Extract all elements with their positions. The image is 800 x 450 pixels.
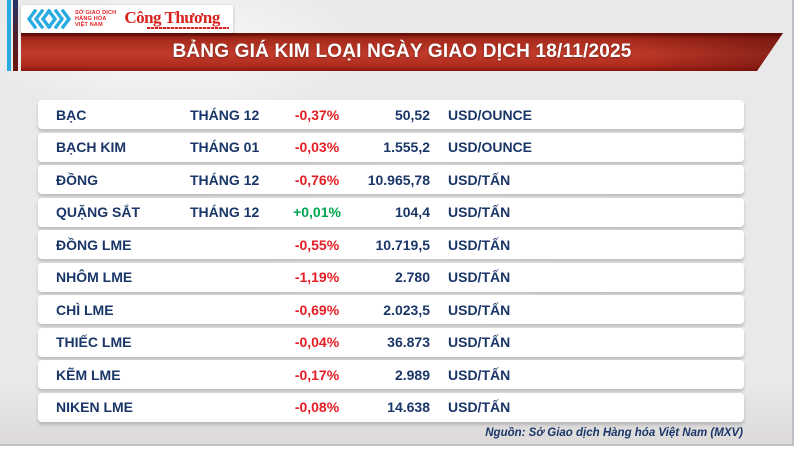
- title-banner: BẢNG GIÁ KIM LOẠI NGÀY GIAO DỊCH 18/11/2…: [21, 33, 783, 71]
- commodity-name-cell: BẠC: [56, 106, 87, 123]
- unit-cell: USD/TẤN: [448, 301, 511, 318]
- price-cell: 104,4: [394, 204, 430, 220]
- commodity-name-cell: BẠCH KIM: [56, 139, 126, 155]
- unit-cell: USD/OUNCE: [448, 106, 533, 123]
- mxv-logo-icon: [27, 9, 71, 29]
- accent-stripe-dark: [13, 0, 18, 71]
- change-percent-cell: -0,76%: [294, 171, 340, 188]
- change-percent-cell: -1,19%: [294, 269, 340, 285]
- accent-stripe-cyan: [7, 0, 11, 71]
- table-row: CHÌ LME -0,69% 2.023,5 USD/TẤN: [38, 295, 744, 324]
- change-percent-cell: -0,17%: [294, 366, 340, 383]
- mxv-logo-line: VIỆT NAM: [75, 22, 103, 28]
- commodity-name-cell: QUẶNG SẮT: [56, 204, 140, 220]
- price-cell: 2.780: [394, 269, 430, 285]
- congthuong-logo: Công Thương: [124, 8, 220, 27]
- contract-month-cell: THÁNG 12: [190, 204, 260, 220]
- unit-cell: USD/TẤN: [448, 204, 511, 220]
- unit-cell: USD/TẤN: [448, 269, 511, 285]
- table-row: BẠC THÁNG 12 -0,37% 50,52 USD/OUNCE: [38, 100, 744, 129]
- table-row: ĐỒNG THÁNG 12 -0,76% 10.965,78 USD/TẤN: [38, 165, 744, 194]
- table-row: THIẾC LME -0,04% 36.873 USD/TẤN: [38, 327, 744, 357]
- change-percent-cell: -0,37%: [294, 106, 340, 123]
- change-percent-cell: -0,08%: [294, 399, 340, 415]
- commodity-name-cell: NHÔM LME: [56, 269, 133, 285]
- price-cell: 50,52: [394, 106, 430, 123]
- unit-cell: USD/OUNCE: [448, 139, 533, 155]
- price-cell: 10.965,78: [367, 171, 430, 188]
- unit-cell: USD/TẤN: [448, 334, 511, 350]
- change-percent-cell: -0,03%: [294, 139, 340, 155]
- price-cell: 10.719,5: [375, 236, 431, 253]
- mxv-logo-line: HÀNG HÓA: [75, 16, 107, 22]
- congthuong-tagline-strip: [147, 27, 229, 29]
- commodity-name-cell: CHÌ LME: [56, 301, 114, 318]
- commodity-name-cell: ĐỒNG LME: [56, 236, 132, 253]
- table-row: ĐỒNG LME -0,55% 10.719,5 USD/TẤN: [38, 230, 744, 259]
- table-row: BẠCH KIM THÁNG 01 -0,03% 1.555,2 USD/OUN…: [38, 132, 744, 162]
- commodity-name-cell: ĐỒNG: [56, 171, 98, 188]
- change-percent-cell: -0,55%: [294, 236, 340, 253]
- unit-cell: USD/TẤN: [448, 366, 511, 383]
- source-credit: Nguồn: Sở Giao dịch Hàng hóa Việt Nam (M…: [485, 427, 743, 439]
- unit-cell: USD/TẤN: [448, 236, 511, 253]
- mxv-logo-line: SỞ GIAO DỊCH: [75, 10, 117, 16]
- change-percent-cell: -0,69%: [294, 301, 340, 318]
- commodity-name-cell: THIẾC LME: [56, 334, 132, 350]
- unit-cell: USD/TẤN: [448, 399, 511, 415]
- price-cell: 1.555,2: [383, 139, 430, 155]
- table-row: QUẶNG SẮT THÁNG 12 +0,01% 104,4 USD/TẤN: [38, 197, 744, 227]
- price-cell: 2.023,5: [383, 301, 430, 318]
- table-row: KẼM LME -0,17% 2.989 USD/TẤN: [38, 360, 744, 389]
- unit-cell: USD/TẤN: [448, 171, 511, 188]
- contract-month-cell: THÁNG 01: [190, 139, 260, 155]
- change-percent-cell: +0,01%: [293, 204, 341, 220]
- price-cell: 36.873: [387, 334, 430, 350]
- contract-month-cell: THÁNG 12: [190, 106, 260, 123]
- table-row: NHÔM LME -1,19% 2.780 USD/TẤN: [38, 262, 744, 292]
- table-row: NIKEN LME -0,08% 14.638 USD/TẤN: [38, 392, 744, 422]
- commodity-name-cell: NIKEN LME: [56, 399, 133, 415]
- logo-bar: SỞ GIAO DỊCH HÀNG HÓA VIỆT NAM Công Thươ…: [21, 5, 233, 33]
- price-table: BẠC THÁNG 12 -0,37% 50,52 USD/OUNCE BẠCH…: [38, 100, 744, 422]
- contract-month-cell: THÁNG 12: [190, 171, 260, 188]
- price-cell: 2.989: [394, 366, 430, 383]
- commodity-name-cell: KẼM LME: [56, 366, 121, 383]
- mxv-logo-text: SỞ GIAO DỊCH HÀNG HÓA VIỆT NAM: [75, 10, 116, 28]
- price-cell: 14.638: [387, 399, 430, 415]
- page-title: BẢNG GIÁ KIM LOẠI NGÀY GIAO DỊCH 18/11/2…: [172, 41, 632, 62]
- change-percent-cell: -0,04%: [294, 334, 340, 350]
